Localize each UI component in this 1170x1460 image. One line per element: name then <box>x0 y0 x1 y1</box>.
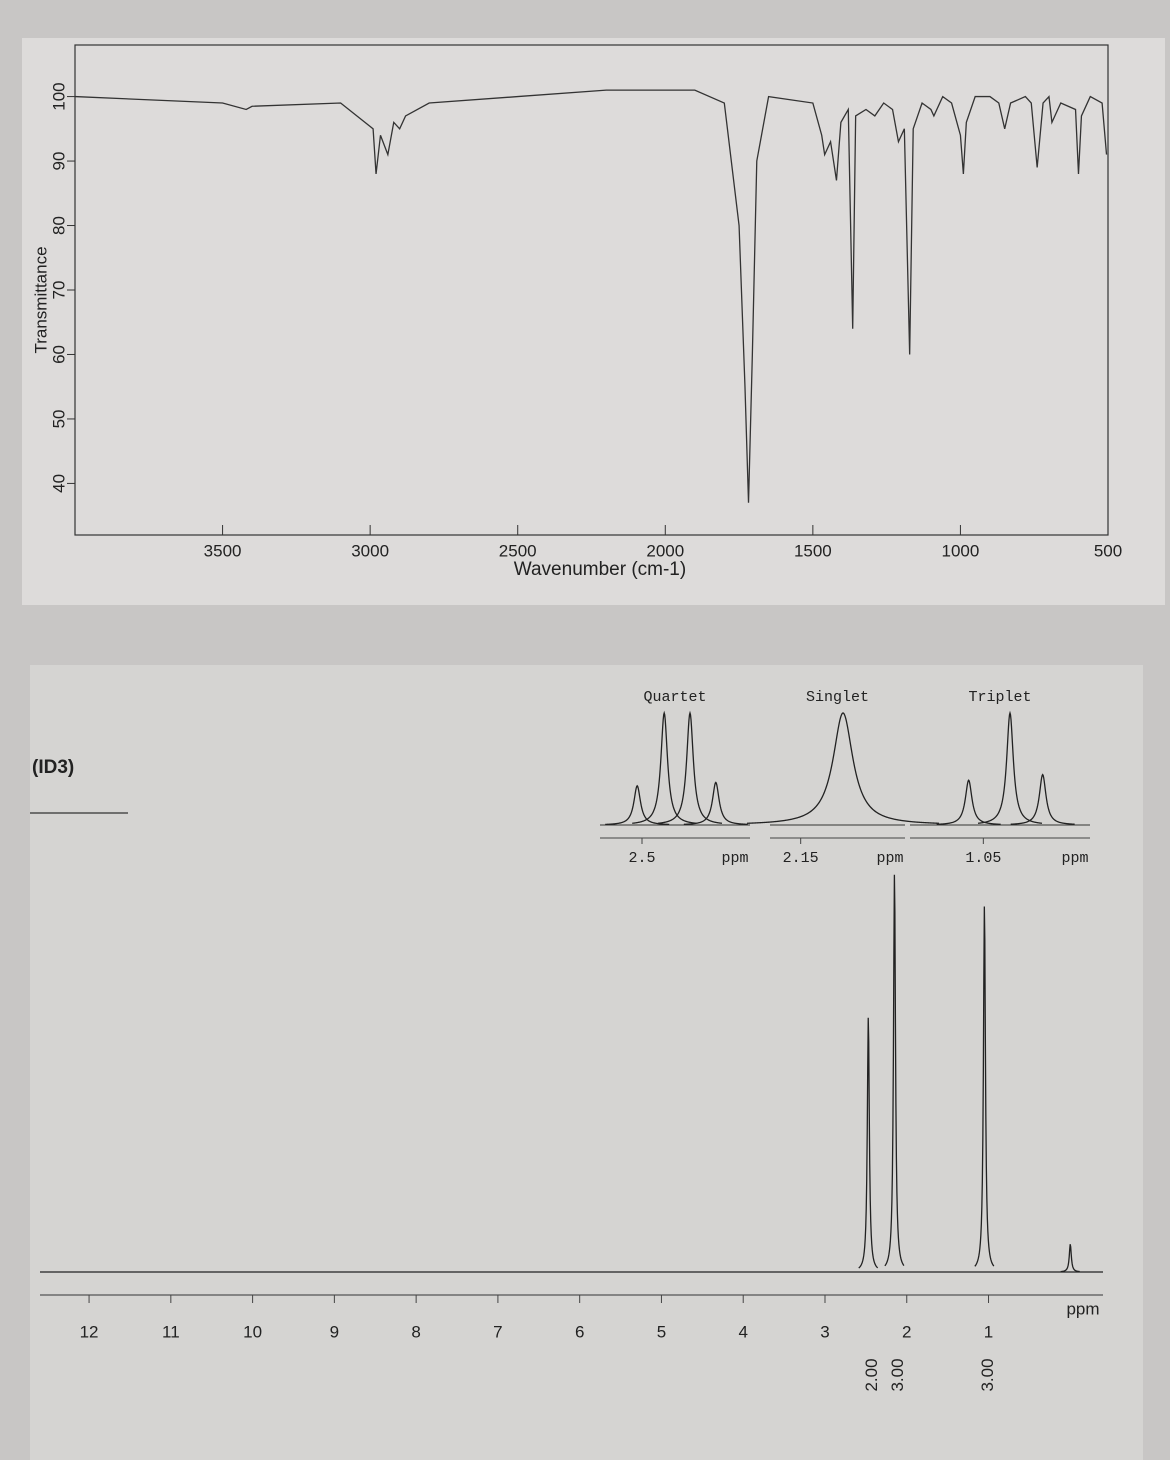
inset-x-label: ppm <box>876 850 903 867</box>
y-tick-label: 90 <box>49 152 68 171</box>
inset-peak <box>632 710 697 824</box>
inset-title: Triplet <box>968 689 1031 706</box>
sample-label: (ID3) <box>32 757 74 778</box>
x-tick-label: 3 <box>820 1322 829 1341</box>
peak <box>858 1017 879 1269</box>
inset-peak <box>657 710 723 824</box>
y-tick-label: 70 <box>49 281 68 300</box>
x-tick-label: 11 <box>162 1322 180 1341</box>
x-tick-label: 4 <box>738 1322 747 1341</box>
inset-title: Quartet <box>643 689 706 706</box>
ir-paper <box>22 38 1165 605</box>
x-tick-label: 5 <box>657 1322 666 1341</box>
inset-title: Singlet <box>806 689 869 706</box>
x-tick-label: 1000 <box>942 541 980 560</box>
x-tick-label: 6 <box>575 1322 584 1341</box>
x-tick-label: 7 <box>493 1322 502 1341</box>
y-tick-label: 60 <box>49 345 68 364</box>
nmr-paper <box>30 665 1143 1460</box>
x-tick-label: 1500 <box>794 541 832 560</box>
x-axis-label: ppm <box>1066 1299 1099 1318</box>
x-tick-label: 500 <box>1094 541 1122 560</box>
spectrum-line <box>74 89 1108 503</box>
x-tick-label: 2500 <box>499 541 537 560</box>
x-tick-label: 3000 <box>351 541 389 560</box>
integral-label: 2.00 <box>862 1358 881 1391</box>
x-tick-label: 12 <box>80 1322 99 1341</box>
peak <box>974 906 995 1267</box>
inset-peak <box>683 781 748 825</box>
x-tick-label: 3500 <box>204 541 242 560</box>
inset-x-label: ppm <box>721 850 748 867</box>
inset-peak <box>746 712 940 824</box>
x-tick-label: 9 <box>330 1322 339 1341</box>
peak <box>884 874 905 1267</box>
y-tick-label: 100 <box>49 82 68 110</box>
peak <box>1060 1244 1080 1273</box>
x-tick-label: 10 <box>243 1322 262 1341</box>
inset-tick-label: 2.15 <box>783 850 819 867</box>
integral-label: 3.00 <box>978 1358 997 1391</box>
x-tick-label: 2000 <box>646 541 684 560</box>
integral-label: 3.00 <box>888 1358 907 1391</box>
inset-tick-label: 2.5 <box>628 850 655 867</box>
y-tick-label: 40 <box>49 474 68 493</box>
x-axis-label: Wavenumber (cm-1) <box>514 559 686 580</box>
y-tick-label: 50 <box>49 409 68 428</box>
x-tick-label: 8 <box>411 1322 420 1341</box>
inset-tick-label: 1.05 <box>965 850 1001 867</box>
inset-peak <box>977 710 1043 824</box>
y-tick-label: 80 <box>49 216 68 235</box>
inset-peak <box>936 779 1001 825</box>
y-axis-label: Transmittance <box>31 246 50 353</box>
x-tick-label: 2 <box>902 1322 911 1341</box>
x-tick-label: 1 <box>984 1322 993 1341</box>
inset-x-label: ppm <box>1061 850 1088 867</box>
inset-peak <box>1010 773 1075 825</box>
